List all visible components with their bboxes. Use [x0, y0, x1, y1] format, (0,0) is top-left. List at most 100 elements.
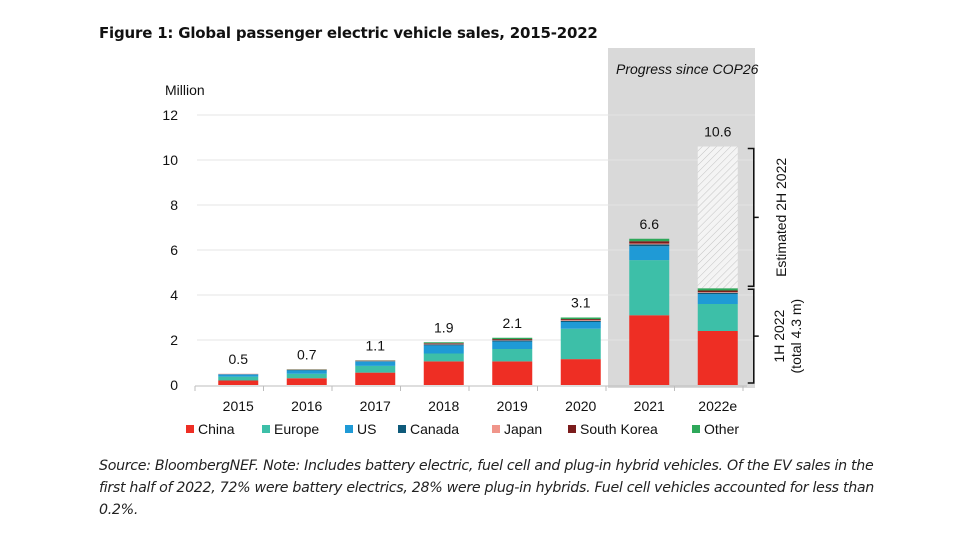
- bar-stack-2018: [423, 342, 464, 385]
- legend-item-china: China: [186, 421, 235, 437]
- y-tick-label: 8: [170, 197, 178, 213]
- bar-segment-canada: [492, 340, 533, 342]
- total-label: 10.6: [704, 124, 731, 140]
- bar-segment-china: [355, 372, 396, 385]
- bars: [218, 146, 738, 385]
- total-label: 1.1: [366, 337, 386, 353]
- bar-stack-2022e: [697, 146, 738, 385]
- bar-segment-other: [697, 288, 738, 291]
- bar-segment-china: [423, 361, 464, 385]
- bar-segment-south-korea: [697, 290, 738, 293]
- bar-stack-2020: [560, 317, 601, 385]
- bar-segment-us: [560, 322, 601, 329]
- bar-segment-us: [492, 341, 533, 349]
- y-tick-label: 6: [170, 242, 178, 258]
- bar-segment-canada: [629, 244, 670, 247]
- legend-label: China: [198, 421, 235, 437]
- legend-item-japan: Japan: [492, 421, 542, 437]
- source-footnote: Source: BloombergNEF. Note: Includes bat…: [99, 458, 875, 518]
- legend-label: South Korea: [580, 421, 658, 437]
- bracket: [747, 288, 759, 384]
- bar-segment-europe: [355, 365, 396, 373]
- bar-segment-china: [286, 378, 327, 385]
- legend-item-other: Other: [692, 421, 739, 437]
- bar-segment-canada: [423, 344, 464, 346]
- bar-segment-japan: [560, 320, 601, 321]
- bracket: [747, 147, 759, 287]
- x-tick-label: 2018: [428, 398, 459, 414]
- bar-segment-china: [629, 315, 670, 385]
- bar-segment-us: [423, 345, 464, 354]
- x-tick-label: 2020: [565, 398, 596, 414]
- bar-segment-china: [218, 380, 259, 385]
- bar-segment-china: [492, 361, 533, 385]
- bar-segment-canada: [697, 292, 738, 295]
- bar-stack-2017: [355, 360, 396, 385]
- bar-segment-europe: [218, 376, 259, 381]
- legend-swatch: [262, 425, 270, 433]
- figure-title: Figure 1: Global passenger electric vehi…: [99, 24, 598, 42]
- ev-sales-chart: Progress since COP26 Million 0 2 4 6 8 10 12 0…: [162, 48, 804, 437]
- legend-swatch: [398, 425, 406, 433]
- legend-item-europe: Europe: [262, 421, 319, 437]
- bar-segment-us: [286, 370, 327, 374]
- bar-segment-europe: [629, 260, 670, 316]
- legend: China Europe US Canada Japan South Korea Other: [186, 421, 739, 437]
- total-label: 0.7: [297, 346, 317, 362]
- x-tick-label: 2021: [634, 398, 665, 414]
- y-tick-label: 12: [162, 107, 178, 123]
- bar-segment-japan: [423, 343, 464, 345]
- legend-swatch: [186, 425, 194, 433]
- bar-segment-other: [423, 342, 464, 344]
- bar-stack-2019: [492, 337, 533, 385]
- bracket-label-1h-total: (total 4.3 m): [788, 299, 804, 374]
- brackets: Estimated 2H 2022 1H 2022 (total 4.3 m): [747, 147, 804, 384]
- bar-stack-2016: [286, 369, 327, 385]
- bar-segment-south-korea: [423, 343, 464, 344]
- bar-segment-us: [355, 361, 396, 366]
- total-label: 1.9: [434, 319, 454, 335]
- bracket-label-1h: 1H 2022: [771, 309, 787, 362]
- bar-segment-europe: [697, 304, 738, 331]
- bar-segment-china: [697, 331, 738, 385]
- x-tick-label: 2016: [291, 398, 322, 414]
- y-axis-ticks: 0 2 4 6 8 10 12: [162, 107, 178, 393]
- x-tick-label: 2022e: [698, 398, 737, 414]
- total-label: 3.1: [571, 295, 591, 311]
- y-tick-label: 0: [170, 377, 178, 393]
- bar-segment-south-korea: [629, 241, 670, 244]
- x-tick-label: 2015: [223, 398, 254, 414]
- y-tick-label: 4: [170, 287, 178, 303]
- legend-item-canada: Canada: [398, 421, 459, 437]
- bar-segment-estimated-2h: [697, 146, 738, 289]
- legend-item-us: US: [345, 421, 376, 437]
- legend-label: Other: [704, 421, 739, 437]
- bar-segment-japan: [697, 292, 738, 293]
- bar-segment-other: [560, 317, 601, 320]
- bar-segment-china: [560, 359, 601, 385]
- bar-segment-europe: [286, 373, 327, 379]
- legend-item-south-korea: South Korea: [568, 421, 658, 437]
- legend-swatch: [345, 425, 353, 433]
- legend-swatch: [492, 425, 500, 433]
- bar-segment-south-korea: [560, 319, 601, 321]
- bar-stack-2015: [218, 373, 259, 385]
- bracket-label-estimated-2h: Estimated 2H 2022: [773, 158, 789, 277]
- cop26-region-label: Progress since COP26: [616, 61, 759, 77]
- bar-segment-europe: [492, 349, 533, 362]
- bar-segment-other: [629, 238, 670, 242]
- bar-segment-us: [218, 374, 259, 377]
- legend-label: Japan: [504, 421, 542, 437]
- y-tick-label: 10: [162, 152, 178, 168]
- y-axis-unit-label: Million: [165, 82, 205, 98]
- bar-segment-japan: [629, 243, 670, 245]
- bar-segment-other: [492, 337, 533, 340]
- bar-segment-us: [629, 246, 670, 261]
- bar-stack-2021: [629, 238, 670, 385]
- legend-label: Europe: [274, 421, 319, 437]
- bar-segment-europe: [423, 353, 464, 362]
- bar-segment-canada: [560, 320, 601, 322]
- legend-swatch: [568, 425, 576, 433]
- total-label: 2.1: [503, 315, 523, 331]
- legend-label: US: [357, 421, 376, 437]
